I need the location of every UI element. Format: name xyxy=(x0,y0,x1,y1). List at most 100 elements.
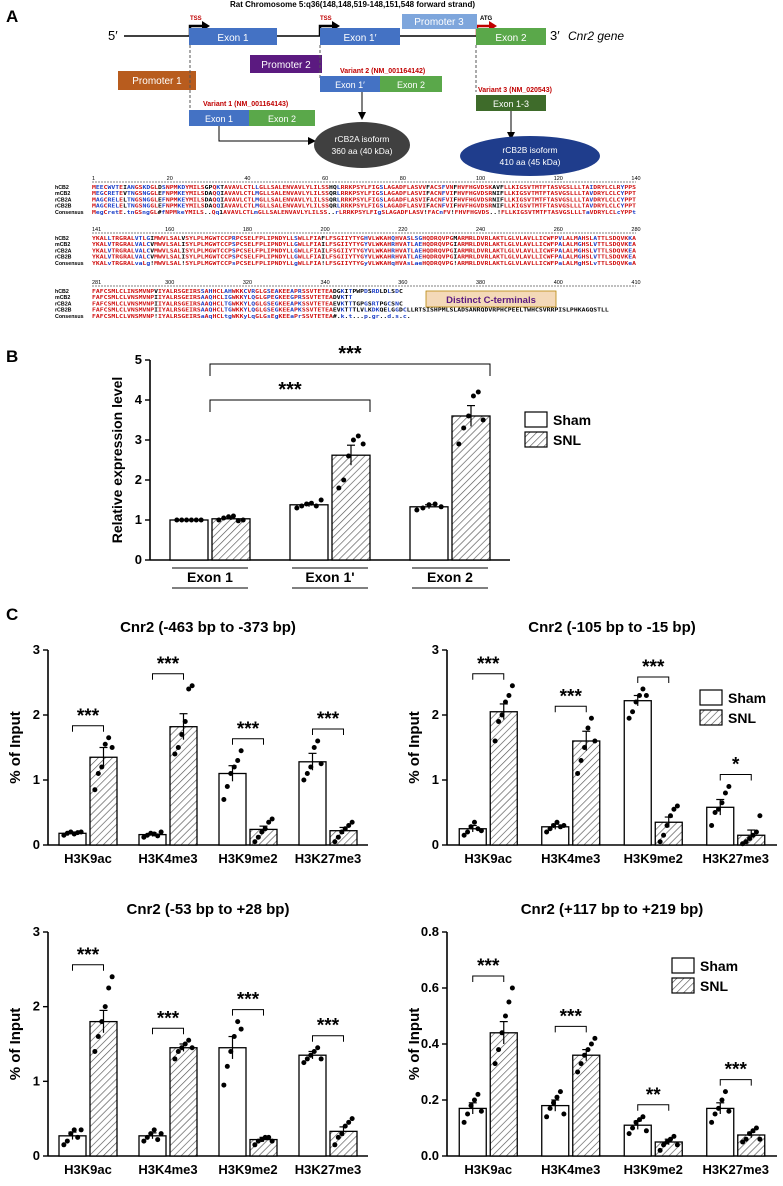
bar-sham xyxy=(409,506,449,561)
variant-2-exon-b-label: Exon 2 xyxy=(397,80,425,90)
y-tick-label: 0.0 xyxy=(421,1148,439,1163)
data-point xyxy=(106,735,112,741)
alignment-row-name: Consensus xyxy=(55,261,84,267)
data-point xyxy=(585,1047,591,1053)
data-point xyxy=(578,758,584,763)
data-point xyxy=(547,826,553,832)
data-point xyxy=(554,819,560,825)
data-point xyxy=(235,518,241,524)
variant-2-exon-a-label: Exon 1′ xyxy=(335,80,365,90)
y-tick-label: 2 xyxy=(33,707,40,722)
data-point xyxy=(432,501,438,507)
exon-1-box xyxy=(189,28,277,45)
bar-snl xyxy=(572,740,601,846)
y-tick-label: 3 xyxy=(432,642,439,657)
bar-sham xyxy=(458,1107,487,1157)
y-tick-label: 1 xyxy=(33,772,40,787)
data-point xyxy=(175,1048,181,1054)
data-point xyxy=(671,806,677,812)
significance-label: *** xyxy=(560,1006,583,1027)
y-axis-label: % of Input xyxy=(406,711,423,783)
significance-bracket xyxy=(152,673,184,680)
data-point xyxy=(262,1134,268,1140)
legend-swatch-snl xyxy=(671,977,695,994)
alignment-tick-label: 340 xyxy=(321,280,330,286)
significance-bracket xyxy=(554,705,587,713)
data-point xyxy=(657,839,663,845)
data-point xyxy=(712,1111,718,1117)
data-point xyxy=(109,974,115,980)
data-point xyxy=(262,826,268,832)
data-point xyxy=(144,1134,150,1140)
tss-label-1: TSS xyxy=(190,16,202,22)
significance-bracket xyxy=(72,964,104,971)
data-point xyxy=(740,1139,746,1145)
data-point xyxy=(551,823,557,828)
data-point xyxy=(561,1111,567,1117)
variant-2-exon-a xyxy=(320,76,380,92)
bar-snl xyxy=(89,1020,118,1157)
alignment-sequence: YKALLTRGRALVTLGIMWVLSALVSYLPLMGWTCCPRPCS… xyxy=(92,236,637,242)
data-point xyxy=(186,686,192,692)
data-point xyxy=(339,829,345,835)
alignment-row-name: rCB2A xyxy=(55,301,72,307)
y-axis-label: % of Input xyxy=(7,711,24,783)
bar-sham xyxy=(289,504,329,561)
data-point xyxy=(456,441,462,447)
data-point xyxy=(592,1035,598,1041)
data-point xyxy=(224,1063,230,1069)
legend-swatch-sham xyxy=(524,411,548,428)
x-category-label: H3K4me3 xyxy=(138,1162,197,1177)
y-tick-label: 4 xyxy=(135,392,143,407)
legend-label-snl: SNL xyxy=(553,432,581,448)
y-tick-label: 0.8 xyxy=(421,924,439,939)
data-point xyxy=(179,732,185,737)
alignment-tick-label: 200 xyxy=(321,227,330,233)
data-point xyxy=(502,699,508,705)
data-point xyxy=(216,517,222,523)
data-point xyxy=(478,1108,484,1114)
significance-label: *** xyxy=(642,657,665,678)
legend-label-snl: SNL xyxy=(728,710,756,726)
y-tick-label: 1 xyxy=(33,1073,40,1088)
data-point xyxy=(420,505,426,511)
data-point xyxy=(75,1134,81,1140)
data-point xyxy=(461,1119,467,1125)
y-tick-label: 2 xyxy=(135,472,142,487)
data-point xyxy=(304,501,310,507)
alignment-tick-label: 141 xyxy=(92,227,101,233)
exon-2-label: Exon 2 xyxy=(495,33,527,44)
data-point xyxy=(308,1052,314,1058)
bar-sham xyxy=(218,1047,247,1157)
bar-sham xyxy=(169,519,209,561)
data-point xyxy=(722,1089,728,1095)
alignment-row-name: hCB2 xyxy=(55,185,69,191)
data-point xyxy=(155,1137,161,1143)
bar-snl xyxy=(331,454,371,561)
data-point xyxy=(182,719,188,724)
data-point xyxy=(294,505,300,511)
significance-bracket xyxy=(472,975,505,982)
data-point xyxy=(575,771,581,776)
data-point xyxy=(158,829,164,835)
alignment-tick-label: 1 xyxy=(92,176,95,182)
data-point xyxy=(198,517,204,523)
alignment-sequence: YKALVTRGRALVALCVMWVLSALISYLPLMGWTCCPSPCS… xyxy=(92,255,637,261)
data-point xyxy=(346,1119,352,1125)
y-tick-label: 2 xyxy=(33,999,40,1014)
y-tick-label: 2 xyxy=(432,707,439,722)
significance-bracket xyxy=(209,363,491,376)
y-tick-label: 5 xyxy=(135,352,142,367)
gene-diagram: Rat Chromosome 5:q36(148,148,519-148,151… xyxy=(108,0,624,176)
chart-title: Cnr2 (+117 bp to +219 bp) xyxy=(521,901,704,918)
data-point xyxy=(224,784,230,789)
chart-c3: 0 1 2 3 % of Input Cnr2 (-53 bp to +28 bp) H3K… xyxy=(7,901,368,1177)
bar-sham xyxy=(706,1107,735,1157)
data-point xyxy=(238,1026,244,1032)
data-point xyxy=(667,1136,673,1142)
data-point xyxy=(174,517,180,523)
legend-swatch-snl xyxy=(524,431,548,448)
data-point xyxy=(674,803,680,809)
